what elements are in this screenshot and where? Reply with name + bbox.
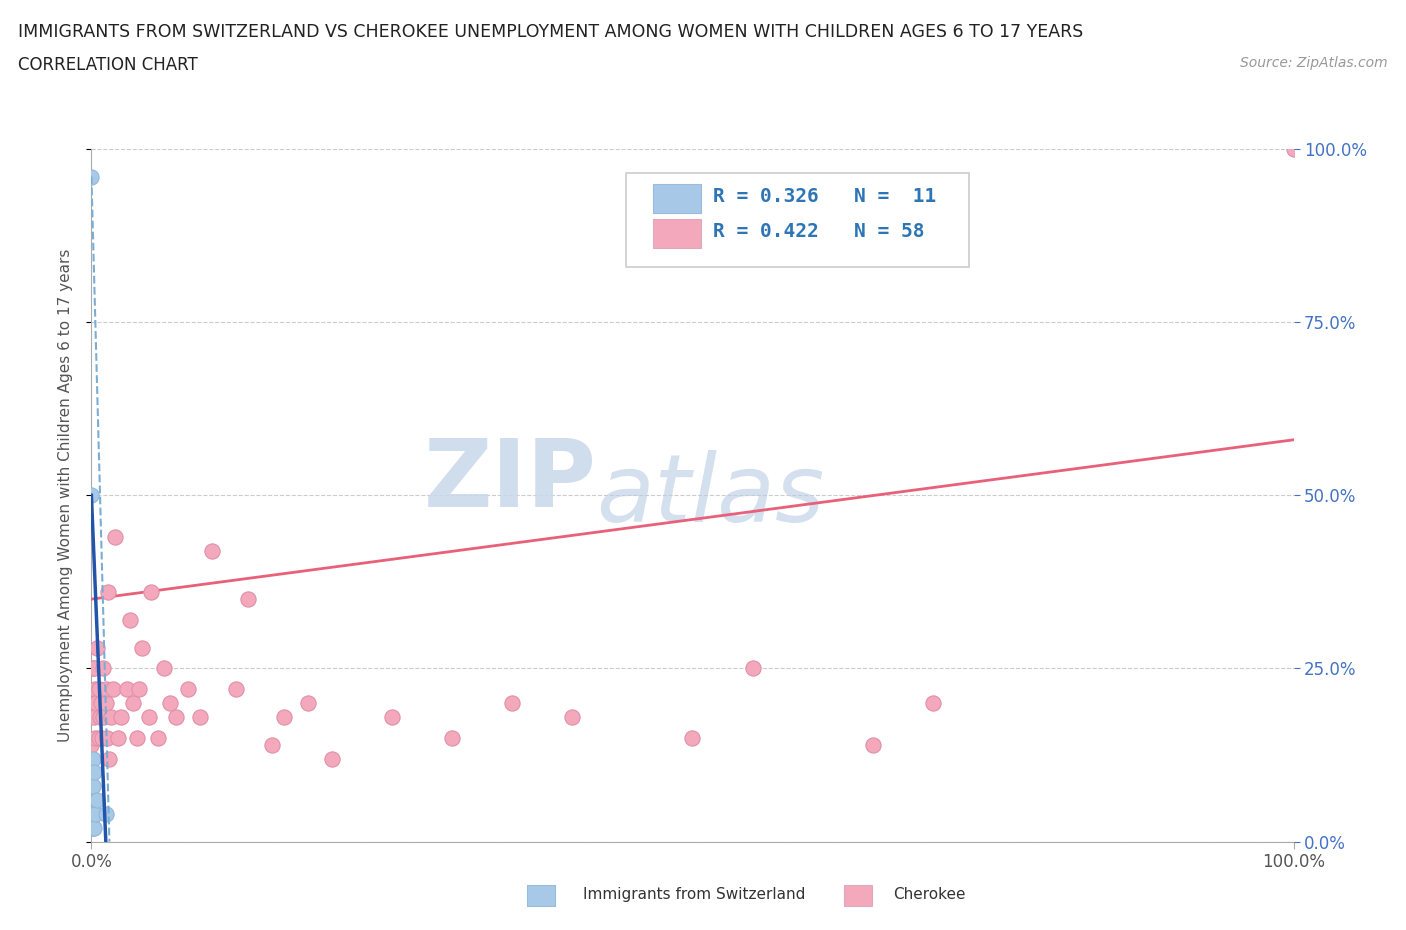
Point	[862, 737, 884, 752]
Point	[321, 751, 343, 766]
Point	[225, 682, 247, 697]
Point	[297, 696, 319, 711]
Point	[141, 585, 163, 600]
Bar	[844, 885, 872, 906]
Point	[93, 661, 115, 676]
Text: CORRELATION CHART: CORRELATION CHART	[18, 56, 198, 73]
Point	[681, 730, 703, 745]
Point	[501, 696, 523, 711]
Point	[82, 820, 104, 835]
Point	[1282, 141, 1305, 156]
Text: R = 0.326   N =  11: R = 0.326 N = 11	[713, 187, 936, 206]
Point	[82, 778, 104, 793]
Point	[125, 730, 148, 745]
Point	[273, 710, 295, 724]
Point	[80, 488, 103, 503]
Point	[84, 730, 107, 745]
Point	[561, 710, 583, 724]
Point	[236, 591, 259, 606]
Point	[83, 820, 105, 835]
Bar	[652, 219, 700, 248]
Text: atlas: atlas	[596, 450, 824, 540]
Point	[165, 710, 187, 724]
Point	[104, 529, 127, 544]
Point	[381, 710, 404, 724]
Point	[117, 682, 139, 697]
Text: IMMIGRANTS FROM SWITZERLAND VS CHEROKEE UNEMPLOYMENT AMONG WOMEN WITH CHILDREN A: IMMIGRANTS FROM SWITZERLAND VS CHEROKEE …	[18, 23, 1084, 41]
Point	[260, 737, 283, 752]
Point	[159, 696, 181, 711]
Point	[80, 737, 103, 752]
Point	[110, 710, 132, 724]
Point	[83, 661, 105, 676]
Point	[94, 682, 117, 697]
Point	[84, 682, 107, 697]
Point	[91, 730, 114, 745]
Point	[122, 696, 145, 711]
Point	[440, 730, 463, 745]
Point	[96, 730, 118, 745]
Text: R = 0.422   N = 58: R = 0.422 N = 58	[713, 221, 924, 241]
Text: ZIP: ZIP	[423, 435, 596, 527]
Point	[100, 710, 122, 724]
FancyBboxPatch shape	[626, 173, 969, 267]
Point	[176, 682, 198, 697]
Point	[93, 710, 115, 724]
Point	[83, 710, 105, 724]
Point	[101, 682, 124, 697]
Point	[107, 730, 129, 745]
Text: Immigrants from Switzerland: Immigrants from Switzerland	[583, 887, 806, 902]
Point	[90, 696, 112, 711]
Point	[152, 661, 174, 676]
Point	[201, 543, 224, 558]
Text: Source: ZipAtlas.com: Source: ZipAtlas.com	[1240, 56, 1388, 70]
Point	[80, 778, 103, 793]
Point	[80, 169, 103, 184]
Point	[87, 730, 110, 745]
Point	[138, 710, 160, 724]
Point	[146, 730, 169, 745]
Point	[80, 814, 103, 829]
Point	[89, 710, 111, 724]
Point	[97, 585, 120, 600]
Point	[741, 661, 763, 676]
Point	[82, 696, 104, 711]
Point	[922, 696, 945, 711]
Point	[84, 696, 107, 711]
Point	[128, 682, 150, 697]
Bar	[527, 885, 555, 906]
Bar	[652, 184, 700, 213]
Point	[83, 764, 105, 779]
Point	[94, 806, 117, 821]
Point	[80, 820, 103, 835]
Point	[86, 792, 108, 807]
Point	[82, 661, 104, 676]
Point	[86, 640, 108, 655]
Y-axis label: Unemployment Among Women with Children Ages 6 to 17 years: Unemployment Among Women with Children A…	[58, 248, 73, 742]
Point	[131, 640, 153, 655]
Point	[82, 751, 104, 766]
Point	[98, 751, 121, 766]
Point	[118, 613, 141, 628]
Point	[94, 696, 117, 711]
Text: Cherokee: Cherokee	[893, 887, 966, 902]
Point	[188, 710, 211, 724]
Point	[84, 806, 107, 821]
Point	[87, 682, 110, 697]
